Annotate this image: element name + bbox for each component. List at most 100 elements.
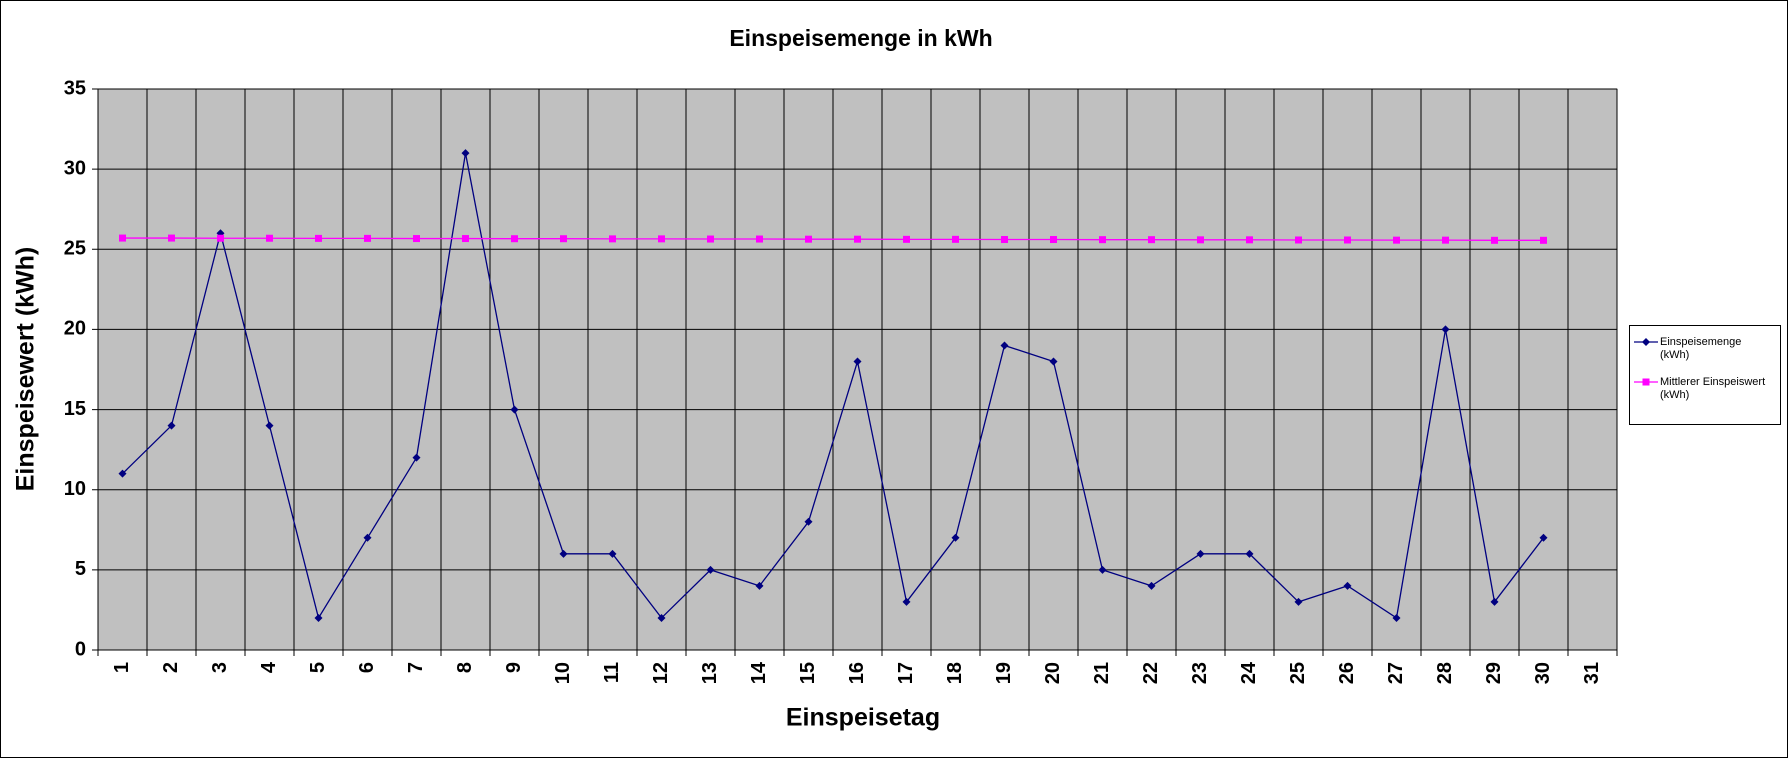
x-tick-label: 8	[454, 662, 476, 673]
data-point	[1540, 236, 1547, 244]
data-point	[1001, 236, 1008, 244]
x-tick-label: 18	[944, 662, 966, 684]
x-tick-label: 16	[846, 662, 868, 684]
data-point	[1490, 597, 1499, 606]
data-point	[657, 613, 666, 622]
x-tick-label: 26	[1336, 662, 1358, 684]
data-point	[511, 235, 518, 243]
data-point	[363, 533, 372, 542]
data-point	[1000, 341, 1009, 350]
data-point	[1393, 236, 1400, 244]
data-point	[1049, 357, 1058, 366]
data-point	[608, 549, 617, 558]
data-point	[1491, 236, 1498, 244]
legend: Einspeisemenge (kWh) Mittlerer Einspeiswe…	[1629, 325, 1781, 425]
data-point	[1295, 236, 1302, 244]
data-point	[315, 234, 322, 242]
data-point	[1245, 549, 1254, 558]
data-point	[1441, 325, 1450, 334]
data-point	[560, 235, 567, 243]
data-point	[461, 149, 470, 158]
legend-label: Einspeisemenge (kWh)	[1660, 336, 1742, 361]
data-point	[1392, 613, 1401, 622]
data-point	[1197, 236, 1204, 244]
data-point	[118, 469, 127, 478]
data-point	[1196, 549, 1205, 558]
data-point	[952, 235, 959, 243]
x-tick-label: 23	[1189, 662, 1211, 684]
data-point	[413, 235, 420, 243]
data-point	[804, 517, 813, 526]
data-point	[1148, 236, 1155, 244]
x-tick-label: 1	[111, 662, 133, 673]
x-tick-label: 30	[1532, 662, 1554, 684]
data-point	[217, 234, 224, 242]
x-tick-label: 5	[307, 662, 329, 673]
x-tick-label: 9	[503, 662, 525, 673]
legend-label: Mittlerer Einspeiswert (kWh)	[1660, 376, 1766, 401]
data-point	[1050, 236, 1057, 244]
x-tick-label: 29	[1483, 662, 1505, 684]
y-tick-label: 35	[64, 77, 86, 99]
data-point	[1294, 597, 1303, 606]
data-point	[1098, 565, 1107, 574]
x-tick-label: 7	[405, 662, 427, 673]
data-point	[951, 533, 960, 542]
data-point	[658, 235, 665, 243]
data-point	[1147, 581, 1156, 590]
y-tick-label: 30	[64, 157, 86, 179]
legend-swatch	[1634, 378, 1658, 386]
y-tick-label: 10	[64, 478, 86, 500]
data-point	[1642, 338, 1650, 346]
data-point	[167, 421, 176, 430]
plot-area	[97, 88, 1618, 651]
x-tick-label: 17	[895, 662, 917, 684]
data-point	[265, 421, 274, 430]
data-point	[805, 235, 812, 243]
data-point	[462, 235, 469, 243]
x-tick-label: 13	[699, 662, 721, 684]
data-point	[1539, 533, 1548, 542]
x-tick-label: 20	[1042, 662, 1064, 684]
data-point	[706, 565, 715, 574]
x-tick-label: 25	[1287, 662, 1309, 684]
y-tick-label: 25	[64, 238, 86, 260]
legend-entry: Mittlerer Einspeiswert (kWh)	[1634, 376, 1780, 402]
x-tick-label: 22	[1140, 662, 1162, 684]
data-point	[1642, 378, 1650, 386]
x-tick-label: 19	[993, 662, 1015, 684]
data-point	[1442, 236, 1449, 244]
x-tick-label: 2	[160, 662, 182, 673]
x-tick-label: 24	[1238, 661, 1260, 684]
x-tick-label: 12	[650, 662, 672, 684]
data-point	[168, 234, 175, 242]
y-axis-label: Einspeisewert (kWh)	[12, 247, 40, 492]
x-tick-label: 14	[748, 661, 770, 684]
x-tick-label: 4	[258, 661, 280, 673]
x-tick-label: 10	[552, 662, 574, 684]
x-tick-label: 31	[1581, 662, 1603, 684]
x-tick-label: 27	[1385, 662, 1407, 684]
data-point	[755, 581, 764, 590]
x-tick-label: 6	[356, 662, 378, 673]
data-point	[314, 613, 323, 622]
data-point	[853, 357, 862, 366]
data-point	[412, 453, 421, 462]
y-tick-label: 15	[64, 398, 86, 420]
x-tick-label: 15	[797, 662, 819, 684]
data-point	[510, 405, 519, 414]
data-point	[756, 235, 763, 243]
y-tick-label: 0	[75, 638, 86, 660]
legend-entry: Einspeisemenge (kWh)	[1634, 336, 1780, 362]
data-point	[1099, 236, 1106, 244]
data-point	[1343, 581, 1352, 590]
x-tick-label: 28	[1434, 662, 1456, 684]
x-axis-label: Einspeisetag	[786, 704, 940, 732]
data-point	[559, 549, 568, 558]
y-tick-label: 20	[64, 318, 86, 340]
series-line	[122, 152, 1545, 620]
data-point	[266, 234, 273, 242]
data-point	[902, 597, 911, 606]
